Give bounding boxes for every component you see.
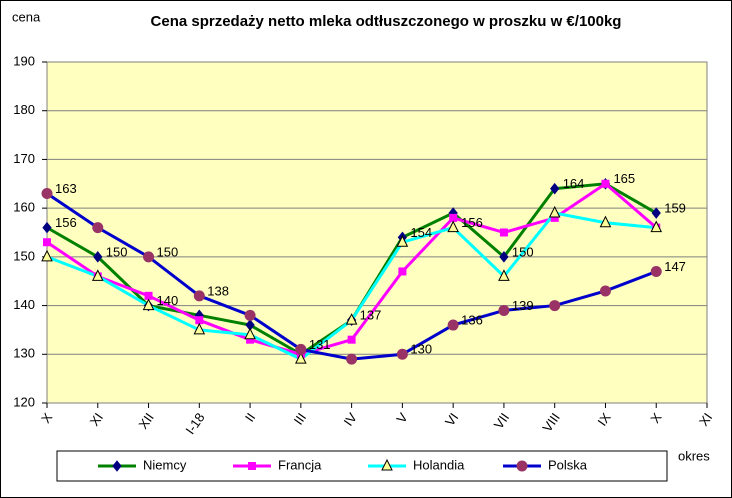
y-tick-label: 170 [13, 151, 35, 166]
data-label: 130 [410, 342, 432, 357]
data-label: 159 [664, 200, 686, 215]
point [193, 290, 205, 302]
data-label: 147 [664, 259, 686, 274]
point [381, 458, 393, 471]
point [193, 322, 206, 335]
data-label: 139 [512, 298, 534, 313]
point [345, 313, 358, 325]
x-axis-label: okres [678, 448, 710, 463]
y-tick-label: 140 [13, 297, 35, 312]
point [650, 220, 663, 233]
point [447, 220, 459, 233]
point [650, 265, 662, 277]
point [143, 251, 155, 263]
point [651, 207, 661, 219]
point [601, 179, 610, 188]
point [112, 460, 122, 472]
data-label: 136 [461, 312, 483, 327]
x-tick-label: VII [491, 410, 512, 432]
point [498, 304, 510, 316]
point [398, 267, 407, 276]
point [499, 228, 508, 237]
point [449, 213, 458, 222]
point [295, 343, 307, 355]
plot-area [46, 61, 708, 404]
point [447, 319, 459, 331]
point [244, 327, 256, 340]
data-label: 156 [55, 215, 77, 230]
x-tick-label: XII [135, 410, 156, 432]
point [295, 352, 307, 364]
point [499, 251, 509, 263]
point [550, 213, 559, 222]
point [516, 460, 528, 472]
legend [56, 450, 668, 482]
data-label: 131 [309, 337, 331, 352]
y-tick-label: 150 [13, 248, 35, 263]
data-label: 165 [613, 171, 635, 186]
point [92, 222, 104, 234]
point [195, 316, 204, 325]
data-label: 140 [157, 293, 179, 308]
data-label: 150 [106, 244, 128, 259]
point [248, 462, 256, 470]
legend-label: Polska [548, 457, 588, 472]
data-label: 138 [207, 283, 229, 298]
data-label: 150 [157, 244, 179, 259]
data-label: 150 [512, 244, 534, 259]
point [599, 215, 612, 228]
legend-label: Niemcy [143, 457, 187, 472]
point [550, 182, 560, 195]
point [41, 188, 53, 200]
y-tick-label: 130 [13, 346, 35, 361]
chart-title: Cena sprzedaży netto mleka odtłuszczoneg… [151, 13, 622, 30]
point [144, 291, 153, 300]
point [396, 235, 409, 247]
y-tick-label: 180 [13, 102, 35, 117]
point [498, 269, 510, 281]
legend-label: Francja [278, 457, 322, 472]
data-label: 154 [410, 225, 432, 240]
point [396, 348, 408, 360]
point [43, 238, 51, 247]
point [347, 335, 356, 344]
data-label: 163 [55, 181, 77, 196]
y-tick-label: 190 [13, 53, 35, 68]
point [346, 353, 358, 365]
point [142, 298, 155, 311]
point [244, 309, 256, 321]
data-label: 164 [563, 176, 585, 191]
point [549, 300, 561, 312]
y-tick-label: 120 [13, 394, 35, 409]
point [42, 221, 52, 234]
y-tick-label: 160 [13, 200, 35, 215]
data-label: 156 [461, 215, 483, 230]
legend-label: Holandia [413, 457, 465, 472]
point [599, 285, 611, 297]
data-label: 137 [360, 308, 382, 323]
point [91, 269, 104, 281]
point [93, 251, 103, 263]
point [548, 205, 561, 218]
point [41, 249, 53, 262]
point [246, 335, 255, 344]
y-axis-label: cena [12, 9, 41, 24]
